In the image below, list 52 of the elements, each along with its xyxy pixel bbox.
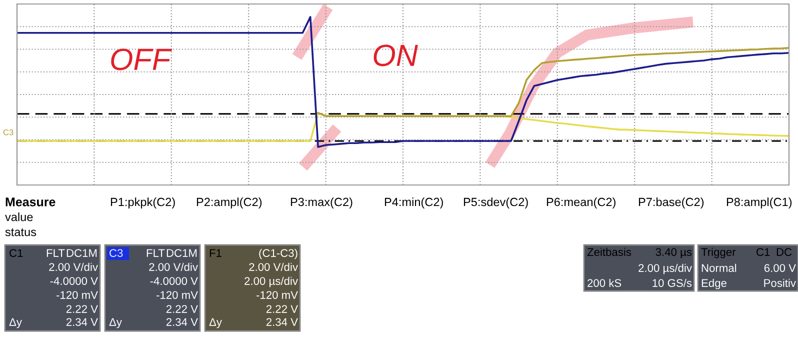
text: 2.00 V/div: [49, 262, 98, 271]
text: Trigger: [701, 248, 736, 258]
text: C1: [756, 248, 770, 256]
text: Δy: [209, 318, 222, 328]
text: -120 mV: [56, 291, 98, 299]
text: P7:base(C2): [638, 197, 704, 208]
text: F1: [210, 249, 222, 257]
text: Positiv: [764, 278, 796, 287]
text: C3: [3, 129, 14, 136]
text: -120 mV: [156, 291, 198, 299]
text: FLT: [146, 249, 165, 257]
text: P2:ampl(C2): [196, 197, 262, 208]
text: 2.34 V: [266, 318, 298, 326]
text: P1:pkpk(C2): [110, 197, 175, 208]
text: 6.00 V: [764, 264, 796, 272]
text: -4.0000 V: [50, 277, 98, 285]
text: C3: [110, 249, 123, 257]
text: P3:max(C2): [290, 197, 352, 208]
text: 2.22 V: [166, 305, 198, 313]
text: P6:mean(C2): [546, 197, 616, 208]
text: DC1M: [66, 249, 97, 257]
text: 2.34 V: [66, 318, 98, 326]
text: Δy: [9, 318, 22, 328]
text: 200 kS: [588, 278, 622, 287]
text: DC1M: [166, 249, 197, 257]
text: 2.34 V: [166, 318, 198, 326]
text: 2.22 V: [66, 305, 98, 313]
text: Zeitbasis: [587, 248, 632, 256]
text: P8:ampl(C1): [726, 197, 792, 208]
text: C1: [10, 249, 23, 257]
annotation: OFF: [111, 48, 172, 70]
text: Measure: [6, 198, 56, 206]
text: value: [5, 212, 33, 222]
text: 2.00 V/div: [249, 262, 298, 271]
text: Δy: [109, 318, 122, 328]
annotation: ON: [374, 44, 418, 66]
text: -120 mV: [256, 291, 298, 299]
text: FLT: [46, 249, 65, 257]
text: status: [5, 228, 36, 236]
text: 2.00 µs/div: [638, 264, 692, 274]
text: DC: [776, 248, 792, 256]
text: P5:sdev(C2): [464, 197, 528, 208]
text: 10 GS/s: [652, 278, 692, 287]
text: 2.00 µs/div: [244, 276, 298, 288]
text: 2.00 V/div: [149, 262, 198, 271]
text: 3.40 µs: [656, 248, 692, 258]
text: P4:min(C2): [384, 197, 443, 208]
text: Edge: [702, 278, 726, 290]
text: 2.22 V: [266, 305, 298, 313]
text: (C1-C3): [259, 248, 298, 260]
text: Normal: [702, 264, 736, 272]
text: -4.0000 V: [150, 277, 198, 285]
